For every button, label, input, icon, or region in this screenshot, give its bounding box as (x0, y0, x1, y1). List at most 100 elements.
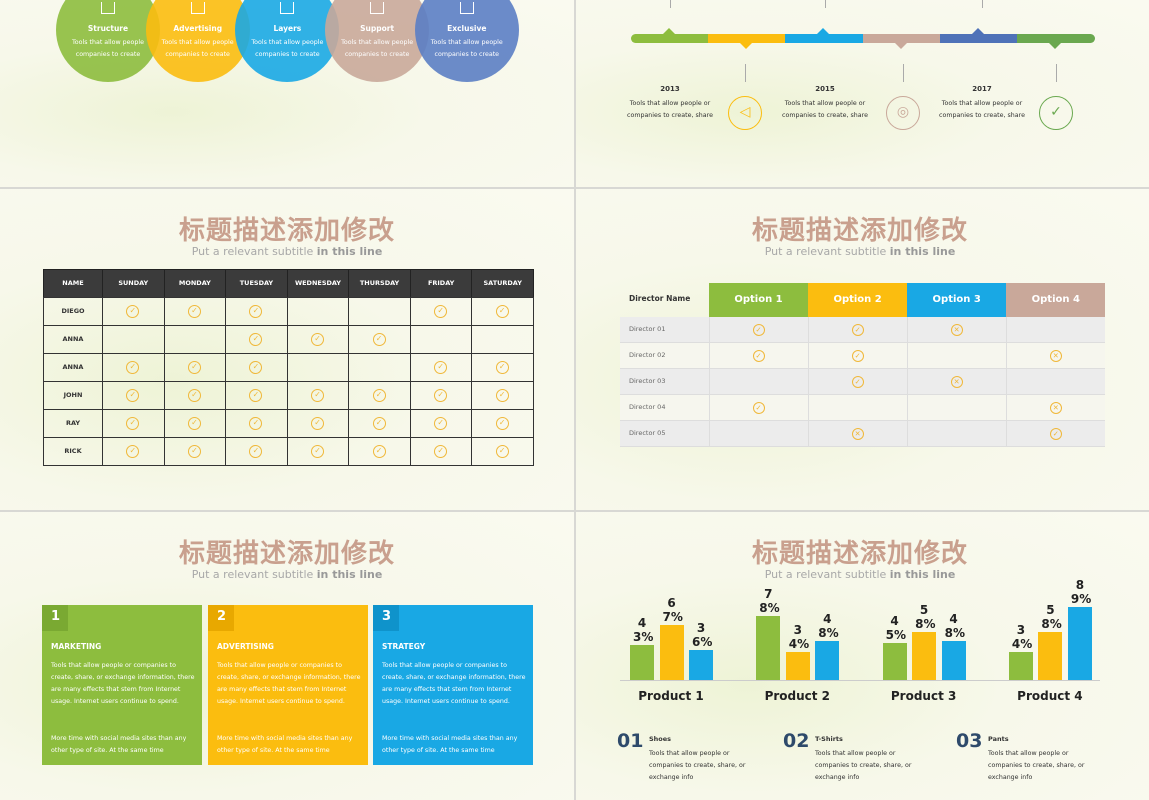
connector (1056, 64, 1057, 82)
item-text: Tools that allow people or companies to … (649, 750, 746, 781)
table-cell (286, 297, 350, 326)
table-cell: JOHN (43, 381, 103, 410)
bar (941, 640, 966, 680)
table-divider (907, 343, 909, 369)
table-header-cell: MONDAY (163, 269, 227, 298)
subtitle-text: Put a relevant subtitle (764, 568, 887, 581)
timeline-pointer (971, 28, 984, 34)
event-year: 2015 (815, 85, 835, 93)
slide-title: 标题描述添加修改 (178, 539, 396, 569)
table-divider (1006, 369, 1008, 395)
item-text: Tools that allow people or companies to … (815, 750, 912, 781)
item-number: 02 (783, 730, 810, 752)
bar-label: 34% (1011, 623, 1033, 652)
category-label: Product 2 (764, 689, 831, 703)
check-icon: ✓ (126, 304, 140, 318)
bar (659, 625, 684, 680)
cross-icon: ✕ (950, 376, 963, 388)
bar (1038, 632, 1063, 680)
check-icon: ✓ (495, 416, 509, 430)
subtitle-bold: in this line (316, 568, 383, 581)
bar (785, 652, 810, 680)
table-cell (471, 437, 534, 466)
table-divider (907, 395, 909, 421)
event-icon: ✓ (1039, 96, 1073, 130)
table-divider (1006, 343, 1008, 369)
box (208, 605, 368, 765)
check-icon: ✓ (434, 416, 448, 430)
check-icon: ✓ (249, 416, 263, 430)
check-icon: ✓ (434, 388, 448, 402)
event-year: 2017 (972, 85, 992, 93)
table-divider (808, 317, 810, 343)
check-icon: ✓ (126, 388, 140, 402)
table-cell: RAY (43, 409, 103, 438)
bar (882, 643, 907, 680)
table-corner: Director Name (629, 294, 691, 303)
check-icon: ✓ (126, 444, 140, 458)
timeline-pointer (1049, 43, 1061, 49)
check-icon: ✓ (851, 376, 864, 388)
baseline (620, 680, 1100, 681)
check-icon: ✓ (1049, 428, 1062, 440)
bar-label: 78% (759, 587, 780, 616)
subtitle-bold: in this line (889, 245, 956, 258)
event-year: 2013 (660, 85, 680, 93)
check-icon: ✓ (187, 444, 201, 458)
table-divider (907, 317, 909, 343)
check-icon: ✓ (372, 332, 386, 346)
bar-label: 58% (1041, 603, 1062, 632)
timeline-segment (1017, 34, 1095, 43)
check-icon: ✓ (851, 324, 864, 336)
check-icon: ✓ (249, 388, 263, 402)
table-cell: RICK (43, 437, 103, 466)
bar-label: 48% (944, 611, 965, 640)
bar-label: 45% (885, 614, 906, 643)
box-title: ADVERTISING (217, 642, 274, 651)
cross-icon: ✕ (851, 428, 864, 440)
item-title: Pants (988, 735, 1009, 743)
director-name: Director 01 (629, 325, 666, 333)
circle-title: Layers (273, 24, 302, 33)
check-icon: ✓ (249, 332, 263, 346)
timeline-segment (862, 34, 941, 43)
check-icon: ✓ (372, 388, 386, 402)
check-icon: ✓ (372, 416, 386, 430)
circle-icon (459, 2, 474, 14)
table-divider (808, 369, 810, 395)
connector (903, 64, 904, 82)
box-text: Tools that allow people or companies to … (217, 662, 361, 705)
director-name: Director 03 (629, 377, 666, 385)
table-divider (709, 395, 710, 421)
check-icon: ✓ (434, 304, 448, 318)
table-divider (1006, 317, 1008, 343)
check-icon: ✓ (187, 304, 201, 318)
table-header-cell: WEDNESDAY (286, 269, 350, 298)
box-band (373, 605, 399, 631)
table-divider (808, 421, 810, 447)
director-name: Director 05 (629, 429, 666, 437)
check-icon: ✓ (495, 444, 509, 458)
table-row (620, 343, 1105, 369)
check-icon: ✓ (752, 402, 765, 414)
bar (689, 650, 713, 680)
subtitle-text: Put a relevant subtitle (191, 568, 314, 581)
subtitle-text: Put a relevant subtitle (191, 245, 314, 258)
circle-title: Support (360, 24, 395, 33)
box-number: 3 (382, 609, 392, 624)
bar (630, 644, 654, 680)
cross-icon: ✕ (1049, 402, 1062, 414)
check-icon: ✓ (311, 332, 324, 346)
option-header: Option 2 (808, 283, 908, 317)
table-divider (709, 369, 710, 395)
box-text: Tools that allow people or companies to … (51, 662, 195, 705)
connector (745, 64, 746, 82)
box-band (42, 605, 68, 631)
circle-icon (190, 2, 205, 14)
check-icon: ✓ (495, 388, 509, 402)
director-name: Director 04 (629, 403, 666, 411)
check-icon: ✓ (311, 416, 324, 430)
item-number: 03 (956, 730, 983, 752)
event-text: Tools that allow people or companies to … (627, 100, 713, 119)
